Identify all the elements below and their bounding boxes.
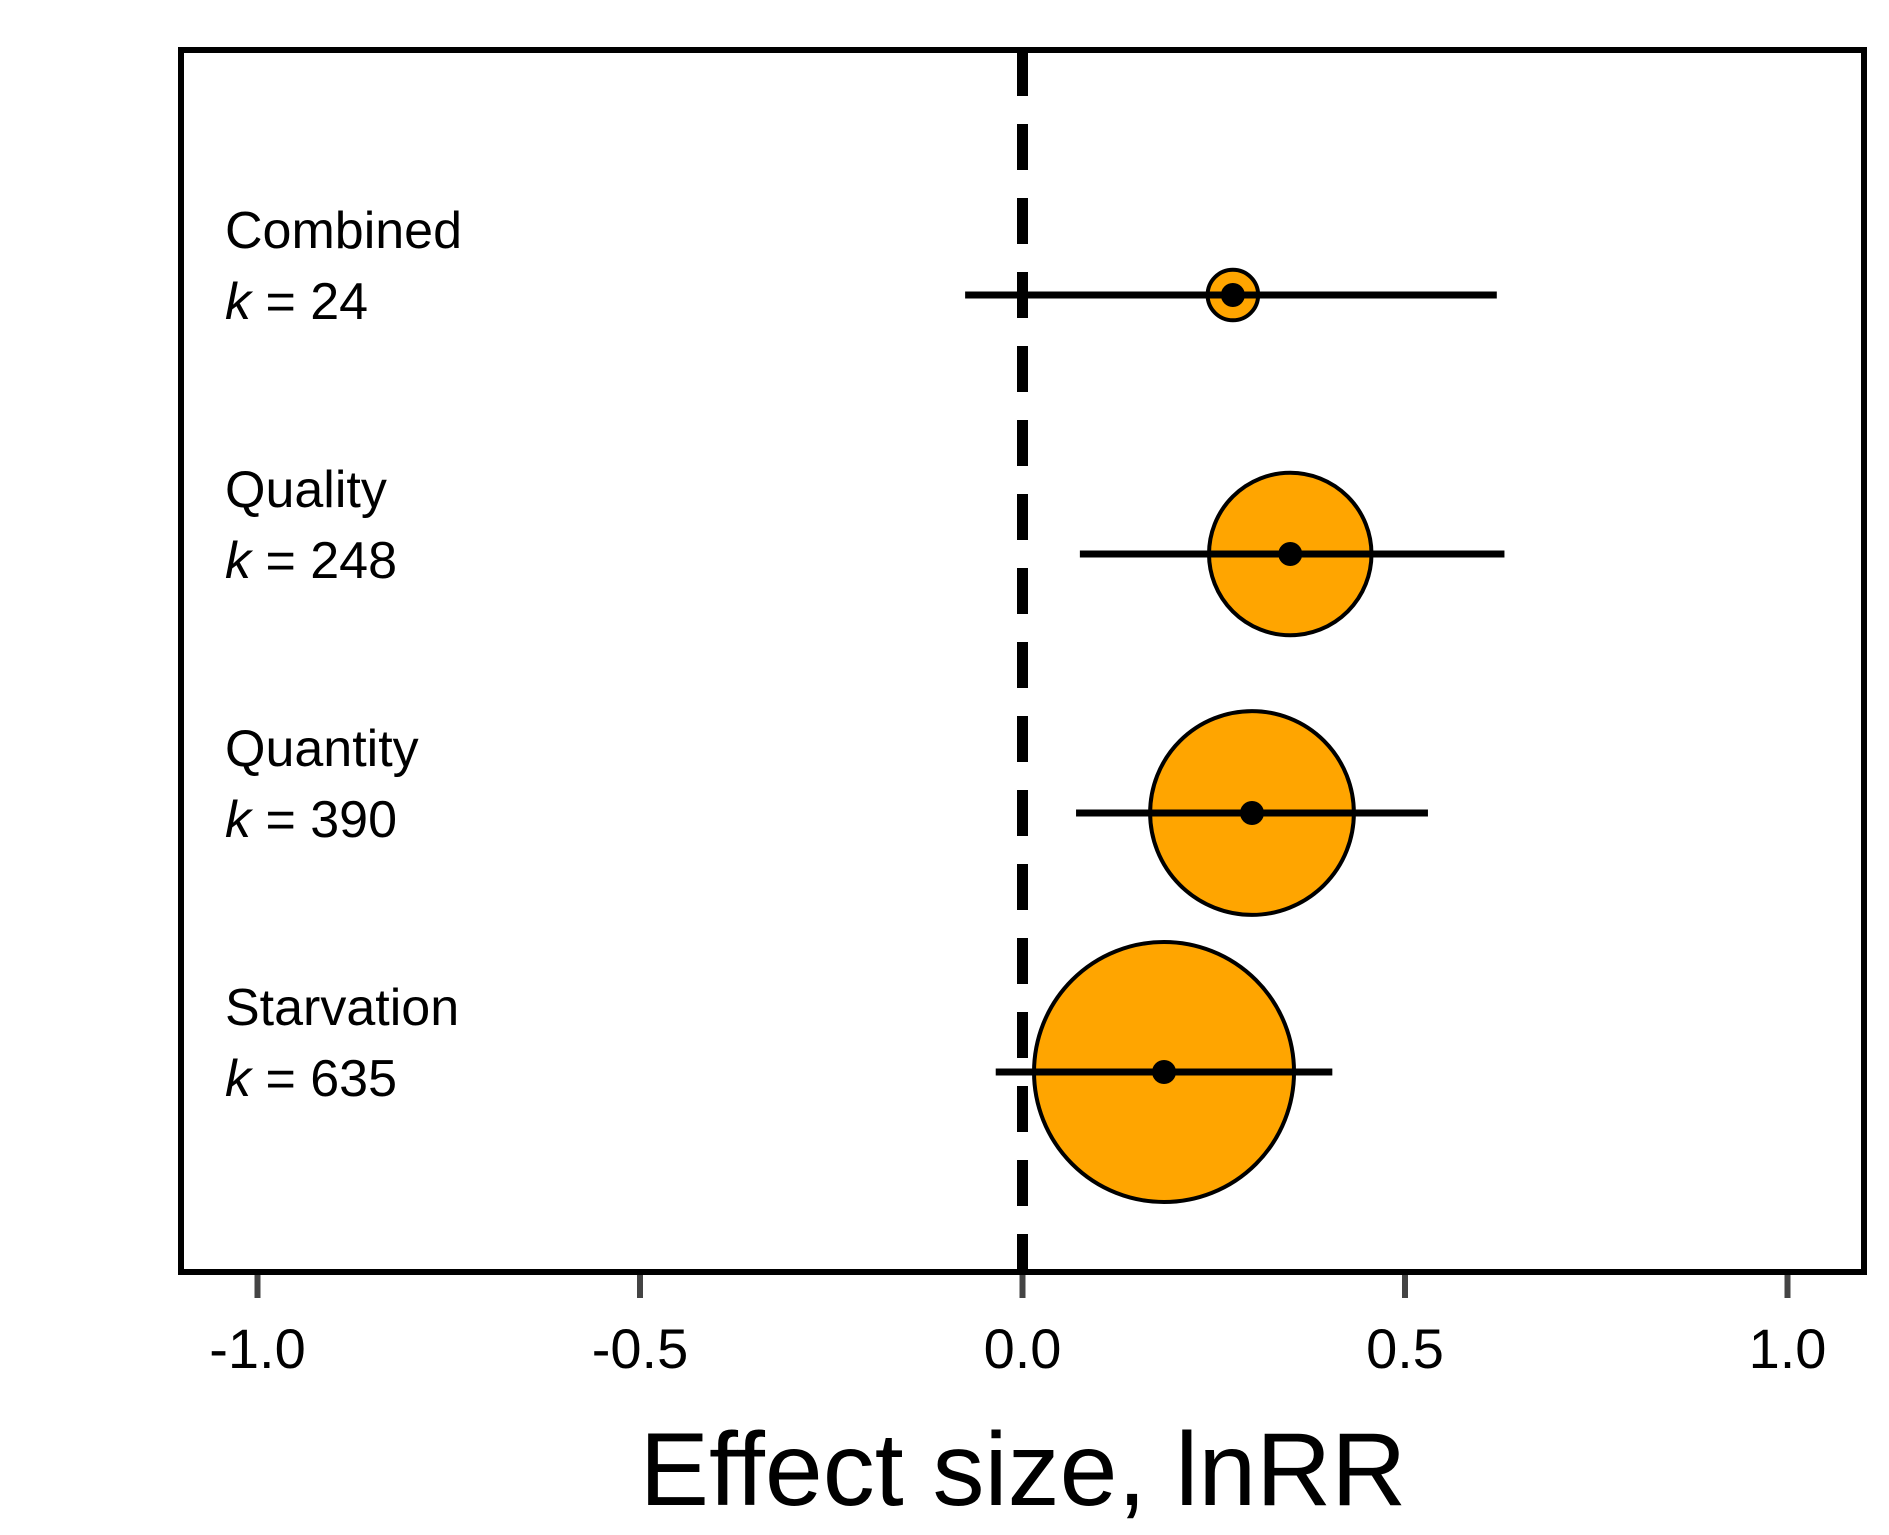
point-estimate bbox=[1220, 283, 1245, 307]
point-estimate bbox=[1278, 542, 1303, 566]
group-name-label: Starvation bbox=[225, 979, 459, 1037]
group-row: Starvation k = 635 bbox=[225, 940, 1333, 1204]
x-tick-label: 1.0 bbox=[1749, 1317, 1827, 1380]
x-tick-label: -1.0 bbox=[209, 1317, 306, 1380]
group-row: Quantity k = 390 bbox=[225, 709, 1428, 917]
group-row: Quality k = 248 bbox=[225, 461, 1505, 638]
group-name-label: Quantity bbox=[225, 720, 419, 778]
sample-size-label: k = 635 bbox=[225, 1050, 397, 1108]
x-tick-label: 0.0 bbox=[984, 1317, 1062, 1380]
group-name-label: Combined bbox=[225, 202, 462, 260]
effect-size-groups: Combined k = 24 Quality k = 248 Quantity k = … bbox=[225, 202, 1505, 1204]
group-name-label: Quality bbox=[225, 461, 387, 519]
x-axis-title: Effect size, lnRR bbox=[640, 1412, 1407, 1528]
point-estimate bbox=[1240, 801, 1264, 825]
sample-size-label: k = 24 bbox=[225, 273, 368, 331]
sample-size-label: k = 390 bbox=[225, 791, 397, 849]
sample-size-label: k = 248 bbox=[225, 532, 397, 590]
group-row: Combined k = 24 bbox=[225, 202, 1497, 331]
x-axis-ticks: -1.0 -0.5 0.0 0.5 1.0 bbox=[209, 1275, 1826, 1380]
x-tick-label: -0.5 bbox=[592, 1317, 689, 1380]
point-estimate bbox=[1152, 1060, 1177, 1084]
x-tick-label: 0.5 bbox=[1366, 1317, 1444, 1380]
